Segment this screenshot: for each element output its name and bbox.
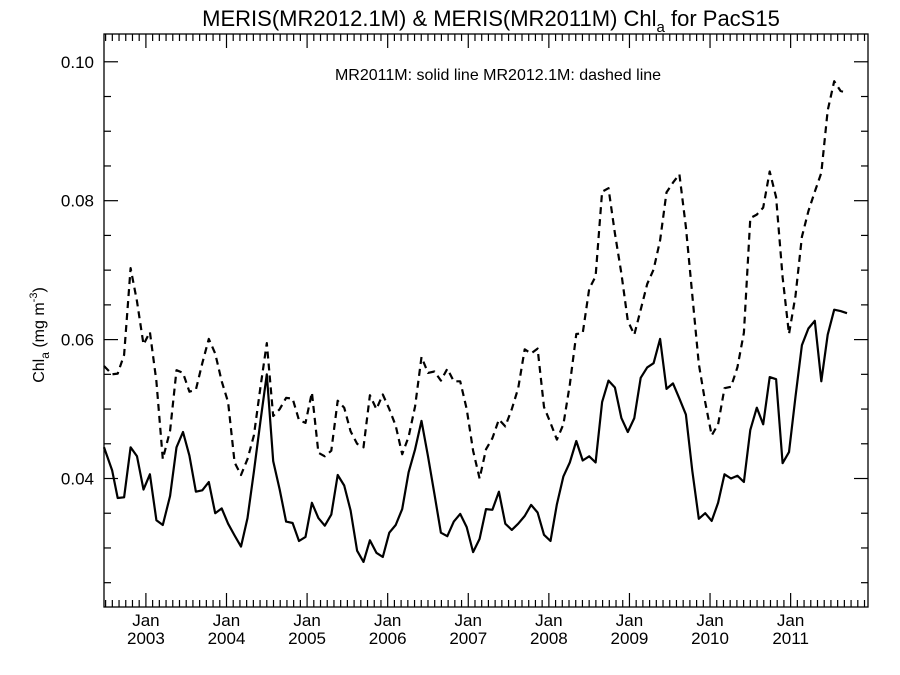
x-tick-label-month: Jan	[455, 611, 482, 630]
x-tick-label-year: 2008	[530, 629, 568, 648]
series-line-solid	[102, 308, 848, 563]
x-tick-label-month: Jan	[213, 611, 240, 630]
x-tick-label-year: 2010	[691, 629, 729, 648]
x-tick-label-month: Jan	[293, 611, 320, 630]
x-tick-label-year: 2006	[369, 629, 407, 648]
x-tick-label-month: Jan	[777, 611, 804, 630]
y-tick-label: 0.08	[61, 192, 94, 211]
x-tick-label-year: 2011	[772, 629, 809, 648]
chart-title: MERIS(MR2012.1M) & MERIS(MR2011M) Chla f…	[202, 6, 780, 36]
x-tick-label-month: Jan	[535, 611, 562, 630]
chart-title-tail: for PacS15	[665, 6, 780, 31]
x-tick-label-year: 2003	[127, 629, 165, 648]
plot-frame	[103, 33, 869, 608]
x-tick-label-year: 2004	[208, 629, 246, 648]
x-tick-label-year: 2009	[611, 629, 649, 648]
chart-title-main: MERIS(MR2012.1M) & MERIS(MR2011M) Chl	[202, 6, 656, 31]
y-axis-label: Chla (mg m-3)	[28, 287, 52, 383]
chart-title-subscript: a	[657, 19, 666, 36]
series-line-dashed	[103, 80, 848, 480]
y-tick-label: 0.06	[61, 331, 94, 350]
x-tick-label-month: Jan	[132, 611, 159, 630]
x-tick-label-month: Jan	[696, 611, 723, 630]
y-axis-label-units: (mg m	[31, 302, 48, 352]
legend-annotation: MR2011M: solid line MR2012.1M: dashed li…	[335, 67, 661, 84]
x-tick-label-month: Jan	[616, 611, 643, 630]
x-tick-label-year: 2007	[449, 629, 487, 648]
x-tick-label-month: Jan	[374, 611, 401, 630]
y-tick-label: 0.10	[61, 53, 94, 72]
x-tick-label-year: 2005	[288, 629, 326, 648]
series-lines	[102, 80, 848, 563]
y-axis-label-close: )	[31, 287, 48, 292]
y-tick-label: 0.04	[61, 470, 94, 489]
y-axis-label-main: Chl	[31, 359, 48, 383]
y-axis-label-superscript: -3	[28, 293, 40, 303]
axis-ticks: 0.040.060.080.10Jan2003Jan2004Jan2005Jan…	[61, 34, 868, 648]
y-axis-label-subscript: a	[38, 352, 52, 359]
